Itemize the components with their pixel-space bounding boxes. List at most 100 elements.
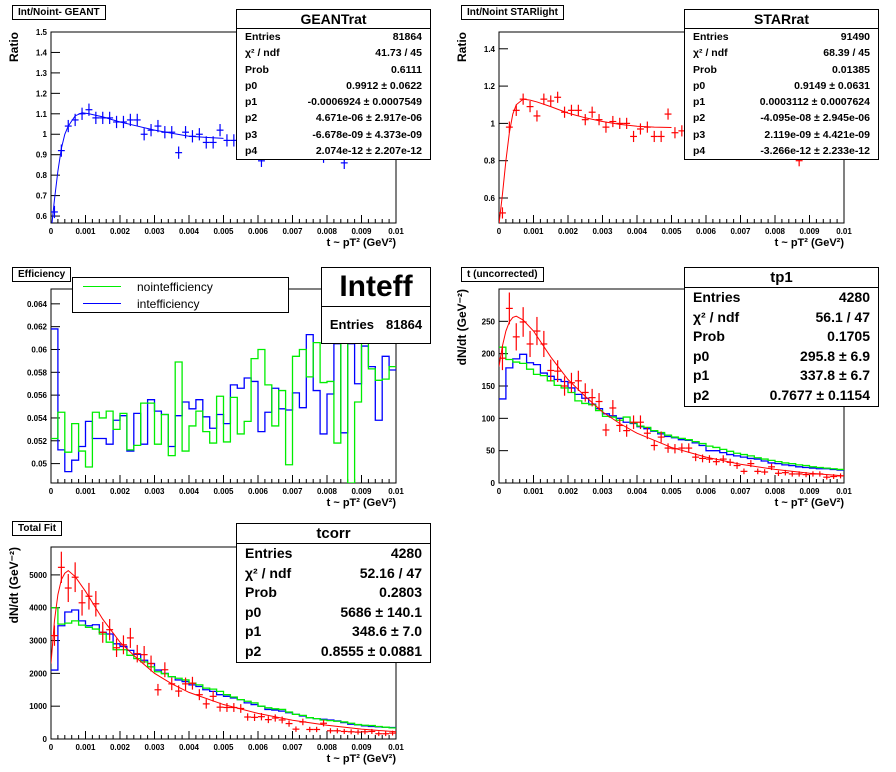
data-point [161, 662, 169, 678]
y-tick-label: 5000 [29, 571, 47, 580]
data-point [216, 702, 224, 712]
data-point [823, 474, 831, 480]
x-tick-label: 0.005 [661, 227, 682, 236]
stats-row: χ² / ndf 52.16 / 47 [237, 564, 430, 584]
stats-row: p4 2.074e-12 ± 2.207e-12 [237, 143, 430, 159]
x-tick-label: 0.004 [179, 743, 200, 752]
stats-label: Prob [693, 63, 717, 76]
stats-label: Prob [693, 328, 725, 345]
stats-label: Entries [693, 31, 729, 43]
x-axis-label: t ~ pT² (GeV²) [775, 497, 845, 509]
data-point [244, 713, 252, 721]
data-point [375, 731, 383, 737]
data-point [78, 589, 86, 616]
stats-row: Entries 4280 [237, 544, 430, 564]
data-point [223, 134, 231, 147]
y-axis-label: Ratio [7, 32, 21, 62]
stats-value: 0.8555 ± 0.0881 [320, 642, 422, 659]
stats-value: -4.095e-08 ± 2.945e-06 [760, 112, 870, 125]
data-point [51, 625, 58, 646]
data-layer [499, 91, 803, 223]
data-point [133, 113, 141, 127]
data-point [533, 316, 541, 346]
fit-curve [499, 98, 672, 223]
stats-row: p2 0.8555 ± 0.0881 [237, 642, 430, 662]
data-point [505, 292, 513, 325]
data-point [168, 126, 176, 139]
pad-title: Int/Noint STARlight [461, 5, 564, 20]
x-axis-label: t ~ pT² (GeV²) [327, 753, 397, 765]
stats-row: p0 5686 ± 140.1 [237, 603, 430, 623]
y-tick-label: 0.06 [31, 345, 47, 354]
y-tick-label: 1.4 [36, 48, 48, 57]
histogram-green [51, 607, 396, 729]
data-point [547, 359, 555, 382]
stats-value: 2.074e-12 ± 2.207e-12 [315, 145, 422, 158]
stats-label: p4 [693, 145, 706, 158]
x-tick-label: 0.009 [351, 227, 372, 236]
stats-row: p1 348.6 ± 7.0 [237, 622, 430, 642]
data-point [788, 471, 796, 477]
data-layer [499, 292, 844, 480]
chart-geant: 0 0.001 0.002 0.003 0.004 0.005 0.006 0.007 0.00… [7, 28, 404, 249]
data-point [223, 703, 231, 712]
data-point [292, 726, 300, 732]
x-tick-label: 0.008 [317, 487, 338, 496]
stats-value: 0.2803 [379, 584, 422, 601]
data-point [595, 393, 603, 410]
y-tick-label: 1.4 [484, 45, 496, 54]
y-axis-label: Ratio [455, 32, 469, 62]
data-point [154, 683, 162, 696]
data-point [285, 720, 293, 727]
stats-row: χ² / ndf 68.39 / 45 [685, 45, 878, 61]
x-tick-label: 0.005 [661, 487, 682, 496]
stats-box-tp1: tp1 Entries 4280 χ² / ndf 56.1 / 47 Prob 0.170… [684, 267, 879, 407]
stats-row: Prob 0.01385 [685, 62, 878, 78]
stats-value: 4280 [838, 289, 870, 305]
data-point [202, 136, 210, 149]
data-point [719, 455, 727, 463]
y-tick-label: 4000 [29, 604, 47, 613]
data-point [133, 644, 141, 663]
data-point [57, 551, 65, 584]
x-tick-label: 0.009 [799, 487, 820, 496]
x-tick-label: 0.007 [282, 743, 303, 752]
data-point [581, 383, 589, 402]
data-point [616, 117, 624, 129]
data-point [623, 117, 631, 129]
x-tick-label: 0.004 [179, 487, 200, 496]
stats-row: p2 -4.095e-08 ± 2.945e-06 [685, 110, 878, 126]
stats-value: 0.9912 ± 0.0622 [346, 79, 422, 92]
data-point [671, 127, 679, 139]
y-tick-label: 1 [43, 130, 48, 139]
stats-title: STARrat [685, 10, 878, 29]
stats-value: 0.6111 [391, 63, 422, 76]
stats-value: 4280 [390, 545, 422, 561]
stats-label: p1 [245, 623, 262, 640]
y-tick-label: 0.054 [27, 414, 48, 423]
x-tick-label: 0.001 [75, 227, 96, 236]
x-tick-label: 0 [497, 227, 502, 236]
data-point [340, 728, 348, 734]
data-point [540, 330, 548, 358]
stats-label: p4 [245, 145, 258, 158]
stats-value: 68.39 / 45 [823, 47, 870, 60]
pad-title: Efficiency [12, 267, 72, 282]
data-point [106, 619, 114, 641]
data-point [320, 720, 327, 727]
x-tick-label: 0.006 [248, 487, 269, 496]
x-tick-label: 0.009 [799, 227, 820, 236]
data-point [588, 106, 596, 118]
x-tick-label: 0.008 [317, 227, 338, 236]
stats-row: χ² / ndf 41.73 / 45 [237, 45, 430, 61]
data-point [664, 443, 672, 453]
fit-curve [499, 315, 844, 477]
y-tick-label: 0.7 [36, 192, 48, 201]
stats-label: p1 [693, 367, 710, 384]
data-point [382, 731, 390, 737]
x-tick-label: 0.007 [282, 227, 303, 236]
fit-curve [51, 569, 396, 733]
data-point [540, 93, 548, 105]
pad-title: Total Fit [12, 521, 63, 536]
